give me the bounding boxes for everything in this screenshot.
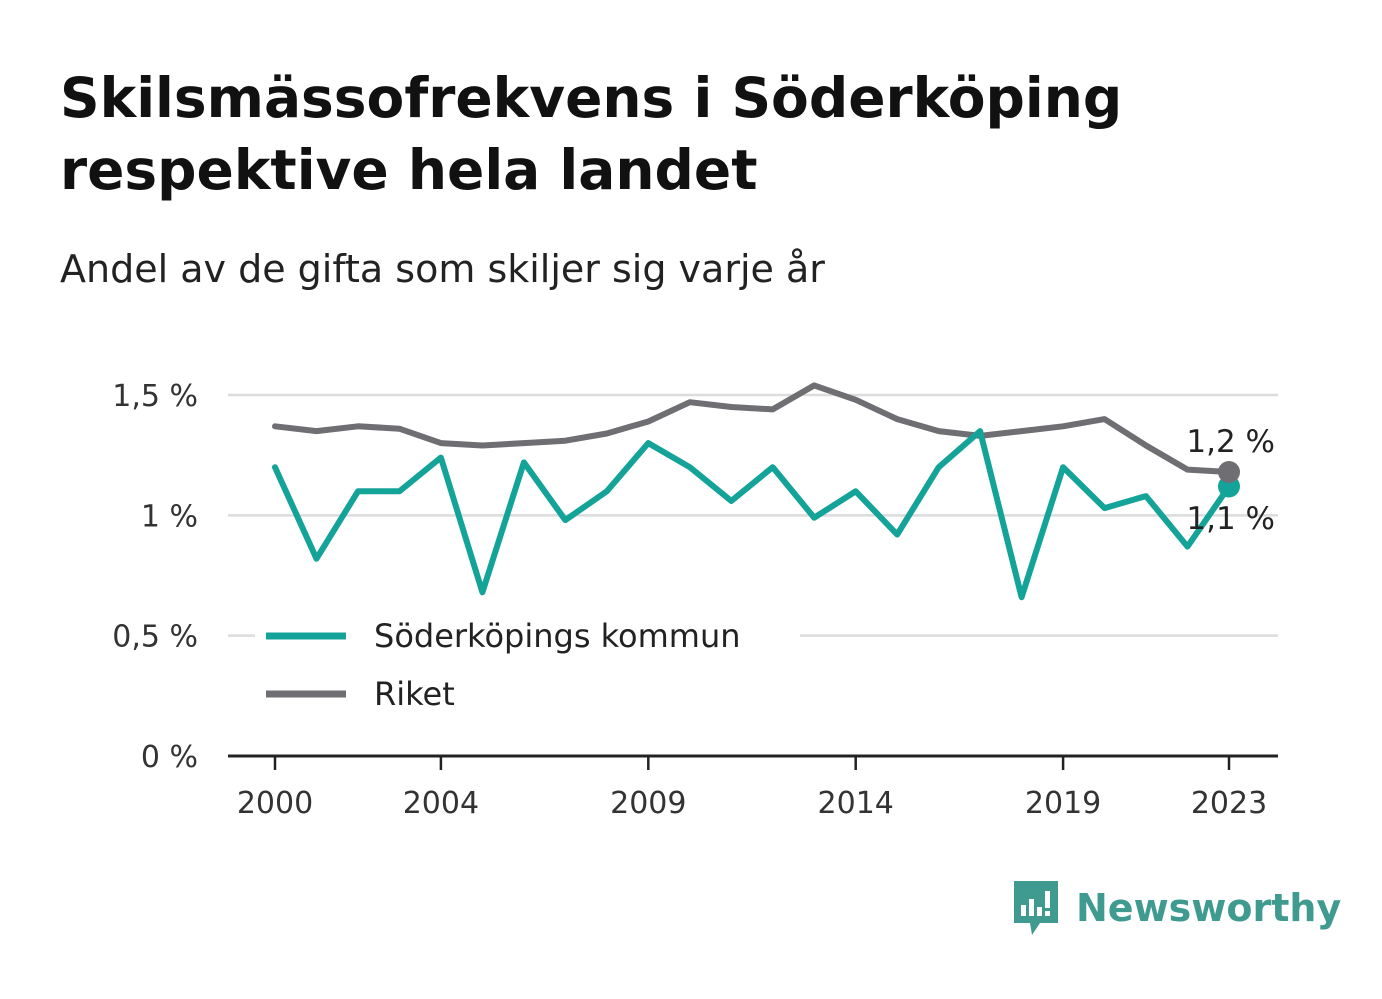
end-value-label: 1,1 % [1186,501,1275,537]
end-value-label: 1,2 % [1186,424,1275,460]
series-line [272,428,1232,601]
legend-background [255,608,800,720]
x-tick-label: 2009 [610,786,686,821]
chart-title-line-1: Skilsmässofrekvens i Söderköping [60,66,1123,130]
legend-label: Söderköpings kommun [374,617,741,655]
y-tick-label: 0,5 % [112,620,198,655]
y-axis-ticks: 0 % 0,5 % 1 % 1,5 % [112,379,198,775]
x-tick-label: 2019 [1025,786,1101,821]
series-line [272,382,1232,475]
x-axis-ticks: 2000 2004 2009 2014 2019 2023 [237,756,1267,821]
chart-title: Skilsmässofrekvens i Söderköping respekt… [60,62,1320,206]
x-tick-label: 2000 [237,786,313,821]
legend-label: Riket [374,675,455,713]
brand-logo: Newsworthy [1010,876,1341,940]
newsworthy-logo-icon [1014,881,1058,935]
y-tick-label: 0 % [141,740,198,775]
y-tick-label: 1 % [141,499,198,534]
series-lines [272,382,1232,601]
chart-subtitle: Andel av de gifta som skiljer sig varje … [60,247,825,291]
x-tick-label: 2004 [403,786,479,821]
legend: Söderköpings kommun Riket [255,608,800,720]
end-markers: 1,1 % 1,2 % [1186,424,1275,537]
y-tick-label: 1,5 % [112,379,198,414]
brand-name: Newsworthy [1076,886,1342,930]
chart-title-line-2: respektive hela landet [60,138,758,202]
x-tick-label: 2014 [818,786,894,821]
x-tick-label: 2023 [1191,786,1267,821]
end-marker [1218,461,1240,484]
